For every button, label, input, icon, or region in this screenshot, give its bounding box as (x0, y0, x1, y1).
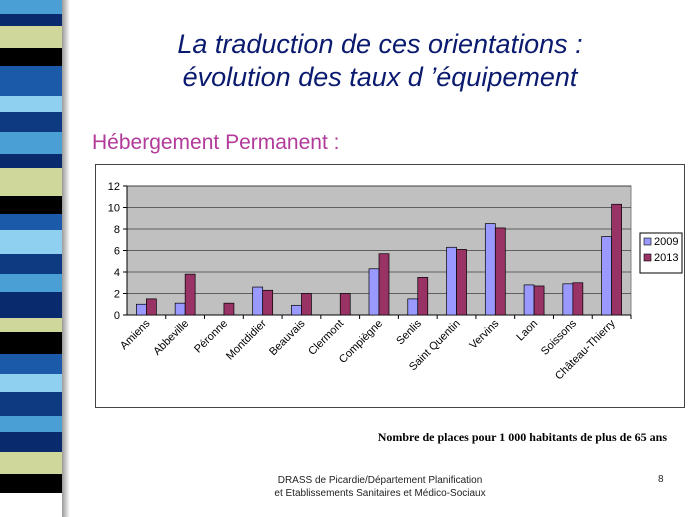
slide-title-line-2: évolution des taux d ’équipement (182, 62, 578, 92)
bar-2013 (378, 253, 390, 316)
stripe-segment (0, 168, 62, 196)
stripe-segment (0, 392, 62, 416)
bar-2013 (223, 302, 235, 316)
bar-2009 (252, 286, 264, 316)
stripe-segment (0, 332, 62, 354)
y-tick-label: 12 (108, 181, 120, 193)
stripe-segment (0, 214, 62, 230)
stripe-segment (0, 196, 62, 214)
bar-2013 (339, 293, 351, 316)
bar-2009 (291, 304, 302, 316)
stripe-segment (0, 14, 62, 26)
y-tick-label: 10 (108, 203, 120, 215)
footer-line-1: DRASS de Picardie/Département Planificat… (277, 475, 483, 486)
stripe-segment (0, 96, 62, 112)
stripe-segment (0, 48, 62, 66)
bar-2013 (146, 298, 157, 316)
bar-2013 (417, 277, 429, 316)
slide-title-line-1: La traduction de ces orientations : (177, 29, 583, 59)
stripe-segment (0, 416, 62, 432)
x-tick-label: Abbeville (151, 318, 191, 358)
bar-2013 (456, 249, 467, 316)
stripe-segment (0, 318, 62, 332)
stripe-segment (0, 292, 62, 318)
stripe-segment (0, 132, 62, 154)
stripe-segment (0, 0, 62, 14)
stripe-segment (0, 230, 62, 254)
bar-2009 (601, 236, 612, 316)
stripe-segment (0, 112, 62, 132)
bar-2009 (523, 284, 535, 316)
legend-box (639, 232, 683, 274)
footer: DRASS de Picardie/Département Planificat… (230, 474, 530, 500)
bar-2013 (494, 227, 506, 316)
legend-swatch-2009 (643, 237, 652, 246)
bar-2013 (184, 273, 196, 316)
decorative-stripe-bar (0, 0, 62, 517)
bar-2013 (572, 282, 584, 316)
slide-title: La traduction de ces orientations : évol… (80, 28, 680, 94)
y-tick-label: 0 (114, 310, 120, 322)
legend-label-2013: 2013 (654, 252, 678, 264)
chart-frame: 0 2 4 6 8 10 12 Amiens Abbeville Péronne Montdidie… (95, 164, 685, 408)
y-tick-label: 8 (114, 224, 120, 236)
bar-2009 (562, 283, 574, 316)
footer-line-2: et Etablissements Sanitaires et Médico-S… (274, 488, 486, 499)
x-tick-label: Senlis (394, 317, 424, 347)
bar-2013 (533, 285, 545, 316)
stripe-shadow (62, 0, 70, 517)
stripe-segment (0, 274, 62, 292)
bar-2013 (611, 203, 622, 316)
bar-2009 (174, 302, 186, 316)
legend-swatch-2013 (643, 253, 652, 262)
x-tick-label: Clermont (306, 318, 346, 358)
chart-caption: Nombre de places pour 1 000 habitants de… (377, 430, 667, 444)
bar-2013 (262, 289, 274, 316)
stripe-segment (0, 374, 62, 392)
bar-2009 (136, 303, 147, 316)
stripe-segment (0, 66, 62, 96)
bar-2009 (407, 298, 419, 316)
stripe-segment (0, 154, 62, 168)
stripe-segment (0, 474, 62, 493)
x-tick-label: Beauvais (267, 317, 308, 358)
y-tick-label: 2 (114, 289, 120, 301)
legend-label-2009: 2009 (654, 236, 678, 248)
x-tick-label: Péronne (192, 318, 230, 356)
x-tick-label: Laon (514, 318, 540, 344)
stripe-segment (0, 254, 62, 274)
y-tick-label: 6 (114, 246, 120, 258)
page-number: 8 (658, 474, 664, 485)
slide-subtitle: Hébergement Permanent : (92, 131, 340, 154)
x-tick-label: Soissons (539, 317, 579, 357)
bar-2009 (446, 246, 457, 316)
stripe-segment (0, 26, 62, 48)
stripe-segment (0, 354, 62, 374)
stripe-segment (0, 432, 62, 452)
stripe-segment (0, 452, 62, 474)
x-tick-label: Vervins (467, 317, 501, 351)
x-tick-label: Montdidier (224, 317, 269, 362)
x-tick-label: Amiens (118, 317, 153, 352)
bar-2013 (301, 293, 312, 316)
y-tick-label: 4 (114, 267, 120, 279)
bar-2009 (368, 268, 380, 316)
bar-2009 (484, 223, 496, 316)
